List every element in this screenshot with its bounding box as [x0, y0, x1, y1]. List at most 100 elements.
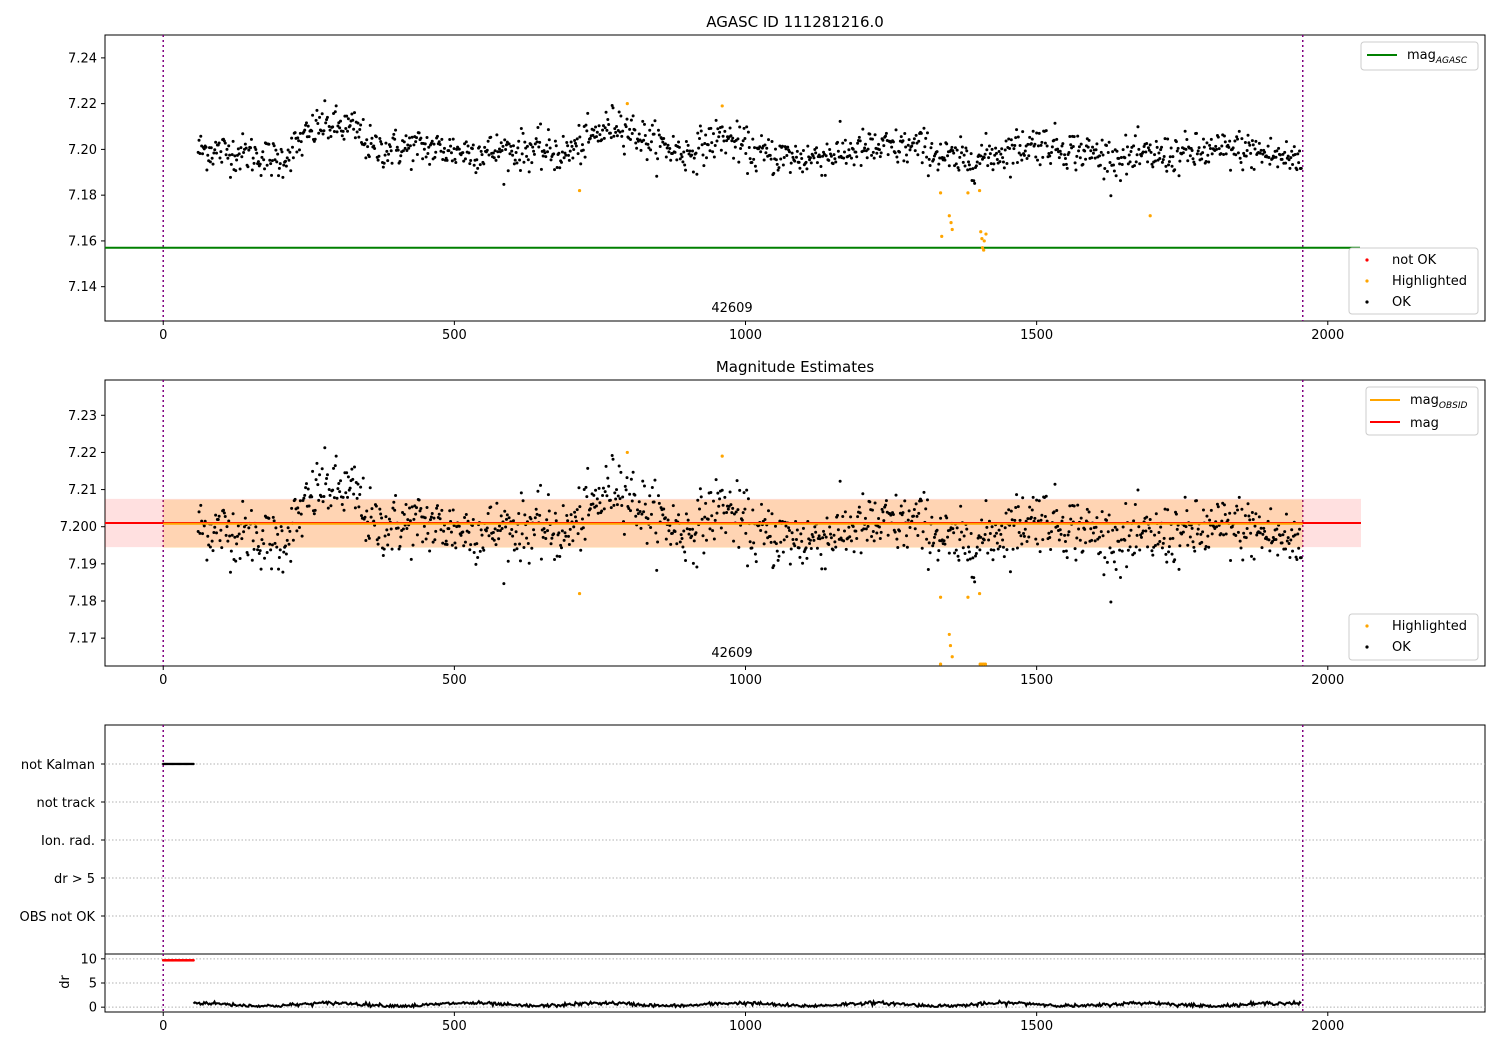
ok-point [957, 168, 961, 172]
ok-point [656, 540, 660, 544]
ok-point [646, 142, 650, 146]
ok-point [800, 539, 804, 543]
ok-point [1222, 134, 1226, 138]
ok-point [394, 128, 398, 132]
ok-point [601, 128, 605, 132]
ok-point [790, 151, 794, 155]
ok-point [541, 535, 545, 539]
ok-point [955, 526, 959, 530]
ok-point [739, 146, 743, 150]
ok-point [878, 155, 882, 159]
ok-point [302, 496, 306, 500]
ok-point [1233, 139, 1237, 143]
ok-point [607, 122, 611, 126]
ok-point [295, 150, 299, 154]
ok-point [397, 547, 401, 551]
ok-point [285, 538, 289, 542]
ok-point [433, 155, 437, 159]
highlighted-point [947, 632, 951, 637]
ok-point [332, 466, 336, 470]
ok-point [592, 128, 596, 132]
ok-point [1295, 557, 1299, 561]
ok-point [1249, 151, 1253, 155]
ok-point [1167, 160, 1171, 164]
ok-point [372, 144, 376, 148]
ok-point [716, 491, 720, 495]
ok-point [481, 546, 485, 550]
ok-point [1237, 495, 1241, 499]
ok-point [1100, 510, 1104, 514]
ok-point [601, 486, 605, 490]
ok-point [1062, 549, 1066, 553]
ok-point [280, 150, 284, 154]
ok-point [699, 495, 703, 499]
ok-point [1111, 528, 1115, 532]
ok-point [342, 508, 346, 512]
ok-point [623, 484, 627, 488]
ok-point [954, 548, 958, 552]
ok-point [401, 510, 405, 514]
ok-point [1106, 530, 1110, 534]
ok-point [584, 485, 588, 489]
ok-point [428, 518, 432, 522]
ok-point [520, 532, 524, 536]
ok-point [1257, 141, 1261, 145]
ok-point [1091, 145, 1095, 149]
ok-point [762, 158, 766, 162]
ok-point [542, 527, 546, 531]
ok-point [1009, 509, 1013, 513]
ok-point [1176, 146, 1180, 150]
ok-point [378, 137, 382, 141]
ok-point [272, 519, 276, 523]
ok-point [402, 512, 406, 516]
ok-point [235, 534, 239, 538]
ok-point [1288, 556, 1292, 560]
ok-point [641, 479, 645, 483]
ok-point [240, 155, 244, 159]
ok-point [677, 513, 681, 517]
ok-point [861, 492, 865, 496]
ok-point [700, 143, 704, 147]
dr-ylabel: dr [58, 975, 73, 989]
ok-point [655, 568, 659, 572]
ok-point [454, 160, 458, 164]
ok-point [765, 146, 769, 150]
ok-point [517, 512, 521, 516]
ok-point [960, 530, 964, 534]
ok-point [1112, 550, 1116, 554]
ok-point [1174, 140, 1178, 144]
ok-point [1251, 143, 1255, 147]
ok-point [426, 531, 430, 535]
ok-point [781, 550, 785, 554]
ok-point [863, 516, 867, 520]
ok-point [457, 524, 461, 528]
ok-point [1023, 527, 1027, 531]
ok-point [1003, 148, 1007, 152]
ok-point [736, 508, 740, 512]
ok-point [617, 110, 621, 114]
ok-point [979, 535, 983, 539]
ok-point [211, 549, 215, 553]
ok-point [762, 542, 766, 546]
ok-point [562, 156, 566, 160]
ok-point [1085, 507, 1089, 511]
ok-point [1231, 146, 1235, 150]
ok-point [588, 507, 592, 511]
dr-xtick-label: 1000 [729, 1019, 762, 1034]
ok-point [1156, 542, 1160, 546]
ok-point [968, 167, 972, 171]
ok-point [567, 158, 571, 162]
ok-point [829, 536, 833, 540]
ok-point [228, 175, 232, 179]
ok-point [515, 547, 519, 551]
ok-point [197, 510, 201, 514]
dr-red-point [192, 958, 195, 962]
ok-point [561, 134, 565, 138]
ok-point [492, 538, 496, 542]
ok-point [1011, 547, 1015, 551]
ok-point [1246, 502, 1250, 506]
ok-point [649, 512, 653, 516]
ok-point [1248, 143, 1252, 147]
dr-xtick-label: 2000 [1311, 1019, 1344, 1034]
